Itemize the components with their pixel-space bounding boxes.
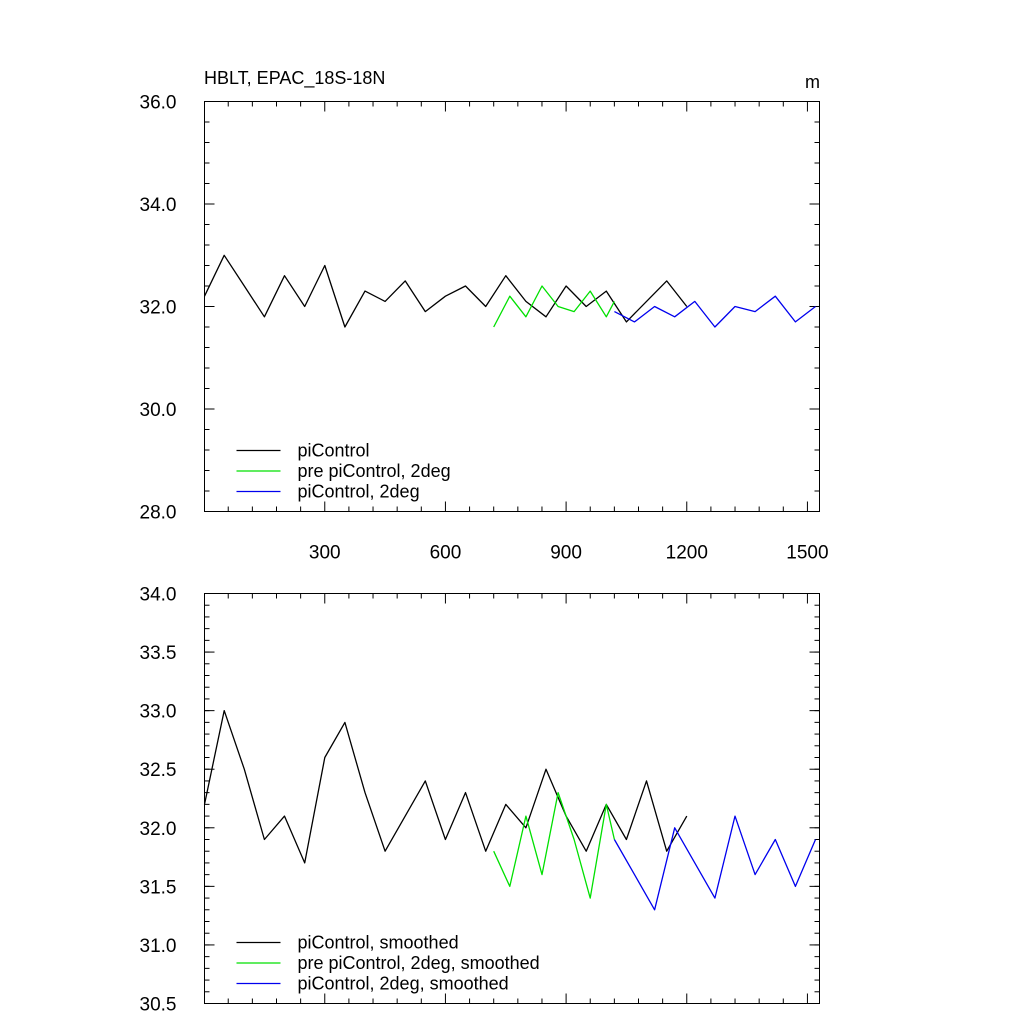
legend-label: pre piControl, 2deg, smoothed xyxy=(298,953,540,973)
legend-label: pre piControl, 2deg xyxy=(298,461,451,481)
x-tick-label: 600 xyxy=(430,543,462,564)
legend-label: piControl xyxy=(298,441,370,461)
x-tick-label: 1500 xyxy=(786,543,828,564)
x-tick-label: 300 xyxy=(309,543,341,564)
y-tick-label: 36.0 xyxy=(140,93,177,114)
plot-frame xyxy=(204,593,820,1004)
y-tick-label: 34.0 xyxy=(140,585,177,606)
y-tick-label: 30.0 xyxy=(140,400,177,421)
y-tick-label: 31.0 xyxy=(140,936,177,957)
y-tick-label: 31.5 xyxy=(140,877,177,898)
y-tick-label: 30.5 xyxy=(140,995,177,1016)
x-tick-label: 1200 xyxy=(666,543,708,564)
series-line xyxy=(614,295,816,328)
legend-label: piControl, smoothed xyxy=(298,933,459,953)
bottom-panel: 30.5 31.0 31.5 32.0 32.5 33.0 33.5 34.0 piContr… xyxy=(140,585,820,1016)
series-line xyxy=(493,791,616,899)
y-tick-label: 32.0 xyxy=(140,819,177,840)
chart-title: HBLT, EPAC_18S-18N xyxy=(204,68,385,89)
y-tick-label: 28.0 xyxy=(140,503,177,524)
y-tick-label: 34.0 xyxy=(140,195,177,216)
legend-label: piControl, 2deg, smoothed xyxy=(298,974,509,994)
units-label: m xyxy=(805,72,820,92)
series-line xyxy=(203,254,688,328)
series-line xyxy=(493,285,615,328)
top-panel: HBLT, EPAC_18S-18N m 28.0 30.0 32.0 34.0 36.… xyxy=(140,68,829,564)
y-tick-label: 33.5 xyxy=(140,643,177,664)
legend-label: piControl, 2deg xyxy=(298,482,420,502)
plot-frame xyxy=(204,101,820,512)
y-tick-label: 32.5 xyxy=(140,760,177,781)
series-line xyxy=(613,815,817,911)
x-tick-label: 900 xyxy=(550,543,582,564)
y-tick-label: 32.0 xyxy=(140,298,177,319)
y-tick-label: 33.0 xyxy=(140,702,177,723)
